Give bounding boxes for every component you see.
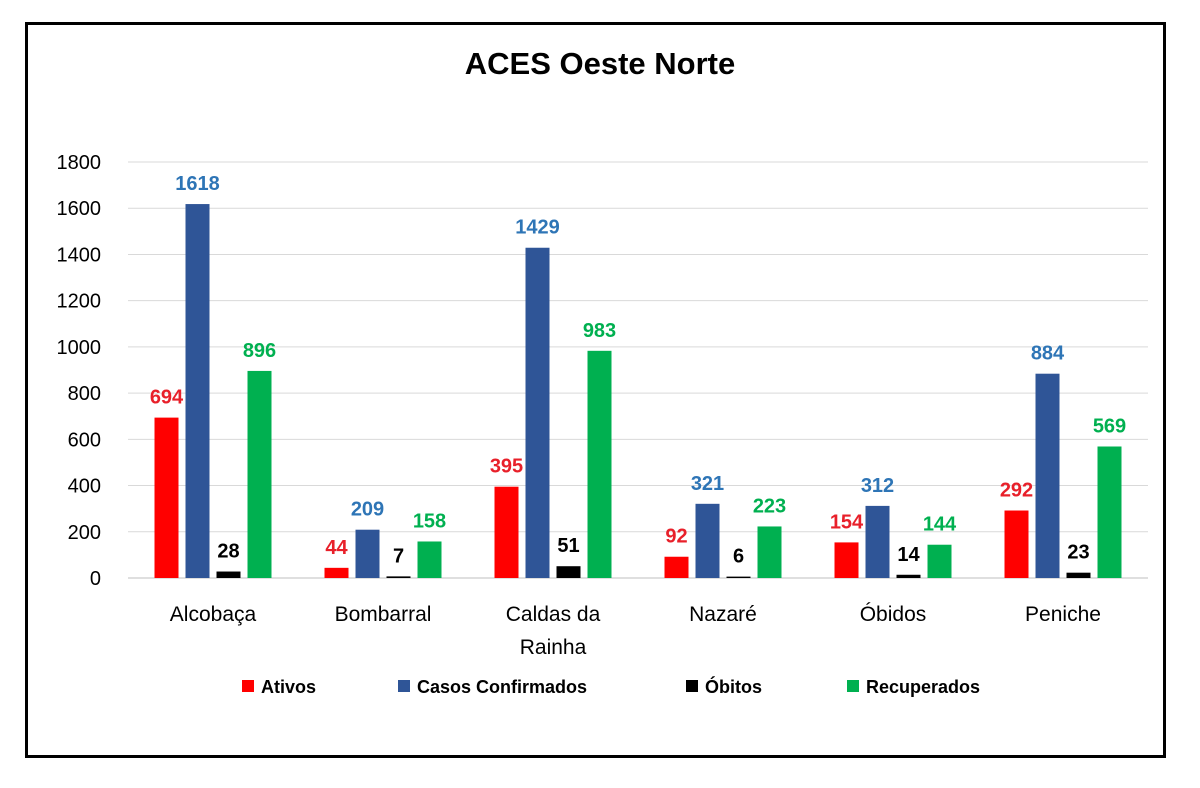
bar-ativos [324, 567, 349, 578]
bars [154, 204, 1122, 578]
y-tick-label: 1200 [57, 291, 102, 313]
data-label: 158 [413, 510, 446, 532]
data-label: 223 [753, 495, 786, 517]
legend-swatch [398, 680, 410, 692]
bar-recuperados [757, 526, 782, 578]
y-tick-label: 200 [68, 522, 101, 544]
category-label: Nazaré [689, 603, 757, 626]
bar--bitos [386, 576, 411, 578]
gridlines [128, 161, 1148, 579]
bar--bitos [1066, 572, 1091, 578]
legend-swatch [242, 680, 254, 692]
y-tick-label: 1400 [57, 244, 102, 266]
data-label: 395 [490, 456, 523, 478]
data-label: 144 [923, 514, 957, 536]
data-label: 51 [557, 535, 579, 557]
data-label: 1618 [175, 173, 220, 195]
data-label: 896 [243, 340, 276, 362]
data-label: 292 [1000, 480, 1033, 502]
bar-recuperados [587, 350, 612, 578]
bar-casos-confirmados [185, 204, 210, 578]
data-label: 92 [665, 526, 687, 548]
y-tick-label: 1000 [57, 337, 102, 359]
data-label: 983 [583, 320, 616, 342]
data-label: 1429 [515, 217, 560, 239]
bar--bitos [216, 571, 241, 578]
legend: Ativos Casos Confirmados Óbitos Recuperados [242, 676, 980, 697]
data-label: 884 [1031, 343, 1065, 365]
data-label: 28 [217, 541, 239, 563]
data-label: 154 [830, 511, 864, 533]
category-label: Bombarral [335, 603, 432, 626]
chart-title: ACES Oeste Norte [464, 46, 736, 81]
y-tick-label: 1600 [57, 198, 102, 220]
bar-casos-confirmados [355, 529, 380, 578]
y-tick-label: 800 [68, 383, 101, 405]
bar-ativos [664, 556, 689, 578]
bar-ativos [494, 486, 519, 578]
category-label: Óbidos [860, 603, 927, 626]
category-label: Caldas da [506, 603, 601, 626]
x-axis-categories: Alcobaça Bombarral Caldas da Rainha Nazaré Ób… [170, 603, 1101, 659]
y-tick-label: 600 [68, 429, 101, 451]
bar--bitos [726, 576, 751, 578]
category-label: Alcobaça [170, 603, 257, 626]
data-label: 209 [351, 499, 384, 521]
data-label: 694 [150, 387, 184, 409]
bar-recuperados [1097, 446, 1122, 578]
legend-label: Ativos [261, 677, 316, 697]
legend-label: Óbitos [705, 676, 762, 697]
data-label: 23 [1067, 542, 1089, 564]
legend-label: Recuperados [866, 677, 980, 697]
bar--bitos [896, 574, 921, 578]
bar-recuperados [247, 370, 272, 578]
y-tick-label: 1800 [57, 152, 102, 174]
data-label: 569 [1093, 415, 1126, 437]
data-label: 321 [691, 473, 724, 495]
bar-ativos [1004, 510, 1029, 578]
category-label: Rainha [520, 636, 587, 659]
legend-label: Casos Confirmados [417, 677, 587, 697]
data-label: 44 [325, 537, 348, 559]
bar-ativos [154, 417, 179, 578]
data-label: 6 [733, 546, 744, 568]
bar-casos-confirmados [695, 503, 720, 578]
legend-swatch [847, 680, 859, 692]
bar-casos-confirmados [865, 505, 890, 578]
y-axis-ticks: 0 200 400 600 800 1000 1200 1400 1600 1800 [57, 152, 102, 590]
bar-casos-confirmados [525, 247, 550, 578]
bar-recuperados [927, 544, 952, 578]
bar-recuperados [417, 541, 442, 578]
data-label: 14 [897, 544, 920, 566]
y-tick-label: 400 [68, 476, 101, 498]
bar-casos-confirmados [1035, 373, 1060, 578]
bar--bitos [556, 566, 581, 578]
legend-swatch [686, 680, 698, 692]
data-label: 312 [861, 475, 894, 497]
bar-ativos [834, 542, 859, 578]
category-label: Peniche [1025, 603, 1101, 626]
data-label: 7 [393, 545, 404, 567]
y-tick-label: 0 [90, 568, 101, 590]
